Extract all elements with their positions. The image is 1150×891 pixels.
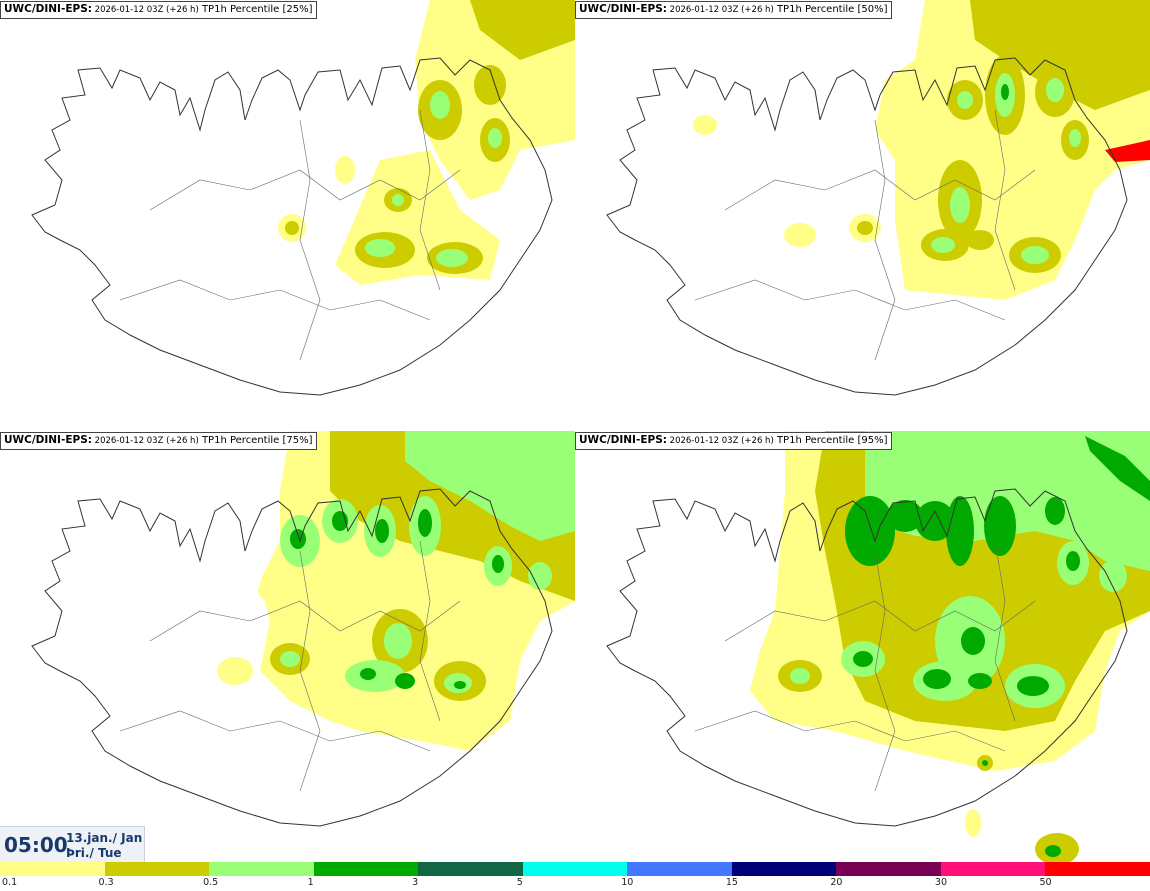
- precipitation-map: [606, 0, 1150, 396]
- legend-tick-label: 50: [1039, 877, 1052, 888]
- valid-date-line2: Þri./ Tue: [66, 846, 122, 860]
- legend-color-0: [0, 862, 105, 876]
- legend-tick-label: 20: [830, 877, 843, 888]
- field-name: TP1h Percentile [50%]: [776, 4, 888, 15]
- legend-color-8: [836, 862, 941, 876]
- precipitation-map: [31, 0, 575, 396]
- legend-color-10: [1045, 862, 1150, 876]
- model-name: UWC/DINI-EPS:: [579, 3, 667, 15]
- legend-tick-labels: 0.1 0.3 0.5 1 3 5 10 15 20 30 50: [0, 877, 1150, 891]
- run-info: 2026-01-12 03Z (+26 h): [91, 5, 199, 15]
- precipitation-map: [606, 431, 1150, 862]
- field-name: TP1h Percentile [95%]: [776, 435, 888, 446]
- legend-color-5: [522, 862, 628, 876]
- run-info: 2026-01-12 03Z (+26 h): [91, 436, 199, 446]
- legend-color-4: [418, 862, 523, 876]
- field-name: TP1h Percentile [25%]: [201, 4, 313, 15]
- map-panel-1: UWC/DINI-EPS: 2026-01-12 03Z (+26 h) TP1…: [0, 0, 575, 431]
- run-info: 2026-01-12 03Z (+26 h): [666, 436, 774, 446]
- legend-color-6: [627, 862, 732, 876]
- legend-color-7: [731, 862, 837, 876]
- legend-color-9: [940, 862, 1046, 876]
- legend-color-1: [104, 862, 210, 876]
- legend-tick-label: 30: [934, 877, 947, 888]
- panel-title: UWC/DINI-EPS: 2026-01-12 03Z (+26 h) TP1…: [0, 1, 317, 19]
- model-name: UWC/DINI-EPS:: [4, 3, 92, 15]
- map-panel-4: UWC/DINI-EPS: 2026-01-12 03Z (+26 h) TP1…: [575, 431, 1150, 862]
- panel-title: UWC/DINI-EPS: 2026-01-12 03Z (+26 h) TP1…: [575, 432, 892, 450]
- run-info: 2026-01-12 03Z (+26 h): [666, 5, 774, 15]
- model-name: UWC/DINI-EPS:: [4, 434, 92, 446]
- legend-color-2: [209, 862, 314, 876]
- legend-tick-label: 0.3: [98, 877, 114, 888]
- legend-tick-label: 1: [307, 877, 314, 888]
- legend-tick-label: 10: [621, 877, 634, 888]
- legend-tick-label: 0.5: [203, 877, 219, 888]
- legend-color-3: [313, 862, 419, 876]
- panel-title: UWC/DINI-EPS: 2026-01-12 03Z (+26 h) TP1…: [575, 1, 892, 19]
- model-name: UWC/DINI-EPS:: [579, 434, 667, 446]
- precipitation-color-legend: [0, 862, 1150, 876]
- legend-tick-label: 5: [516, 877, 523, 888]
- valid-date-line1: 13.jan./ Jan: [66, 831, 143, 845]
- legend-tick-label: 0.1: [2, 877, 18, 888]
- panel-title: UWC/DINI-EPS: 2026-01-12 03Z (+26 h) TP1…: [0, 432, 317, 450]
- legend-tick-label: 15: [725, 877, 738, 888]
- valid-time-box: 05:00 13.jan./ Jan Þri./ Tue: [0, 826, 145, 863]
- map-panel-2: UWC/DINI-EPS: 2026-01-12 03Z (+26 h) TP1…: [575, 0, 1150, 431]
- precipitation-map: [31, 431, 575, 827]
- field-name: TP1h Percentile [75%]: [201, 435, 313, 446]
- valid-time: 05:00: [4, 833, 68, 857]
- legend-tick-label: 3: [412, 877, 419, 888]
- map-panel-3: UWC/DINI-EPS: 2026-01-12 03Z (+26 h) TP1…: [0, 431, 575, 862]
